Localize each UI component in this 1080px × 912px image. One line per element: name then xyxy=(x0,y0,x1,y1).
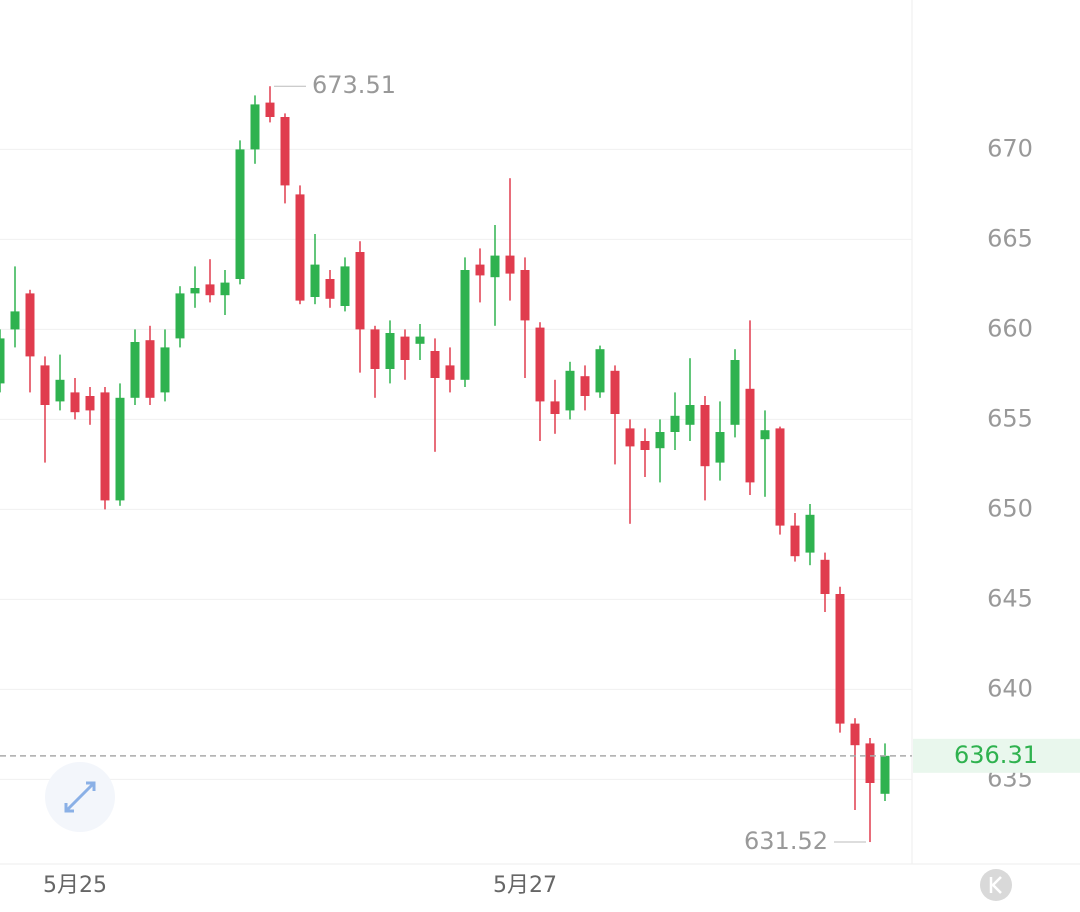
candle-body xyxy=(640,441,650,450)
candle-body xyxy=(0,338,5,384)
y-tick-label: 650 xyxy=(987,494,1033,522)
candle-body xyxy=(490,255,500,278)
min-label: 631.52 xyxy=(744,827,828,855)
candle-body xyxy=(505,255,515,274)
candle-body xyxy=(670,415,680,432)
candle-body xyxy=(10,311,20,330)
candle-body xyxy=(130,342,140,398)
max-label: 673.51 xyxy=(312,71,396,99)
candle-body xyxy=(790,525,800,557)
candle-body xyxy=(160,347,170,393)
candle-body xyxy=(745,388,755,483)
candle-body xyxy=(655,432,665,449)
candle-body xyxy=(445,365,455,380)
expand-button[interactable] xyxy=(45,762,115,832)
candle-body xyxy=(325,279,335,299)
candle-body xyxy=(460,270,470,380)
candle-body xyxy=(475,264,485,276)
candle-body xyxy=(535,327,545,402)
candle-body xyxy=(310,264,320,297)
candle-body xyxy=(115,397,125,501)
candle-body xyxy=(220,282,230,296)
collapse-button[interactable] xyxy=(980,869,1012,901)
x-tick-label: 5月25 xyxy=(43,873,107,898)
candle-body xyxy=(805,514,815,553)
candle-body xyxy=(430,351,440,378)
y-tick-label: 670 xyxy=(987,134,1033,162)
collapse-bg[interactable] xyxy=(980,869,1012,901)
candle-body xyxy=(205,284,215,296)
y-tick-label: 640 xyxy=(987,674,1033,702)
candle-body xyxy=(355,252,365,330)
y-tick-label: 660 xyxy=(987,314,1033,342)
y-tick-label: 655 xyxy=(987,404,1033,432)
candle-body xyxy=(850,723,860,746)
candle-body xyxy=(625,428,635,447)
candle-body xyxy=(280,117,290,186)
candle-body xyxy=(700,405,710,467)
candle-body xyxy=(835,594,845,724)
candle-body xyxy=(55,379,65,402)
candle-body xyxy=(550,401,560,414)
candle-body xyxy=(565,370,575,411)
candle-body xyxy=(580,376,590,396)
collapse-icon xyxy=(989,876,1002,894)
candle-body xyxy=(175,293,185,339)
candle-body xyxy=(715,432,725,463)
last-price-label: 636.31 xyxy=(954,741,1038,769)
candle-body xyxy=(145,340,155,398)
candle-body xyxy=(370,329,380,369)
y-tick-label: 665 xyxy=(987,224,1033,252)
y-tick-label: 645 xyxy=(987,584,1033,612)
candle-body xyxy=(100,392,110,501)
candle-body xyxy=(250,104,260,150)
candle-body xyxy=(610,370,620,414)
candle-body xyxy=(190,288,200,294)
candle-body xyxy=(265,102,275,117)
x-tick-label: 5月27 xyxy=(493,873,557,898)
expand-icon xyxy=(64,781,96,813)
candle-body xyxy=(25,293,35,357)
candle-body xyxy=(730,360,740,425)
candle-body xyxy=(760,430,770,440)
candle-body xyxy=(385,333,395,369)
candle-body xyxy=(520,270,530,321)
candle-body xyxy=(40,365,50,405)
candle-body xyxy=(340,266,350,306)
candle-body xyxy=(70,392,80,413)
candle-body xyxy=(400,336,410,360)
candle-body xyxy=(415,336,425,344)
candle-body xyxy=(85,396,95,411)
last-price-bg xyxy=(913,738,1080,773)
candle-body xyxy=(595,349,605,393)
candle-body xyxy=(685,405,695,425)
candle-body xyxy=(865,743,875,783)
candle-body xyxy=(880,755,890,794)
candle-body xyxy=(295,194,305,301)
candle-body xyxy=(235,149,245,279)
candle-body xyxy=(820,559,830,594)
candle-body xyxy=(775,428,785,526)
